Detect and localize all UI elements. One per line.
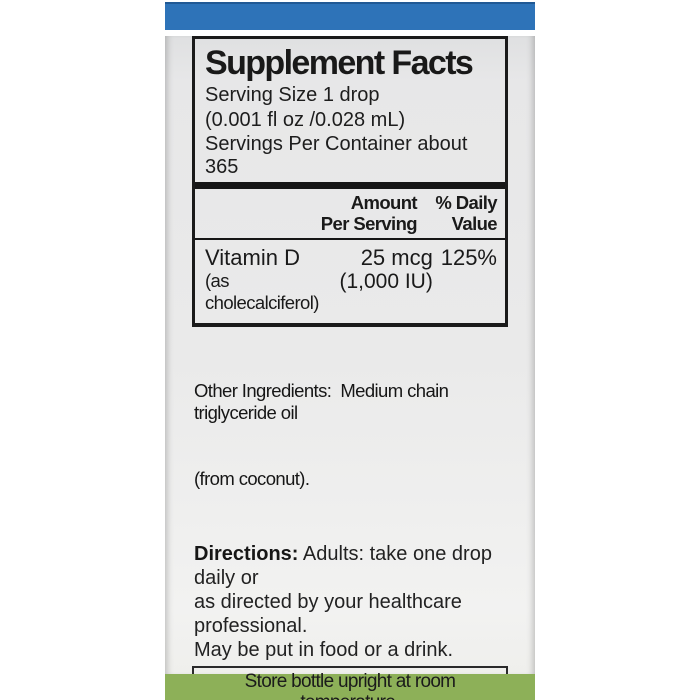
panel-title: Supplement Facts — [205, 44, 474, 82]
thin-divider — [195, 238, 505, 240]
top-blue-band — [165, 2, 535, 30]
supplement-facts-panel: Supplement Facts Serving Size 1 drop (0.… — [192, 36, 508, 327]
directions-line3: May be put in food or a drink. — [194, 639, 454, 661]
nutrient-form: (as cholecalciferol) — [205, 270, 319, 313]
nutrient-row-vitamin-d: Vitamin D (as cholecalciferol) 25 mcg (1… — [195, 240, 505, 323]
nutrient-amount-cell: 25 mcg (1,000 IU) — [319, 245, 433, 314]
column-header-daily-value: % Daily Value — [435, 192, 497, 234]
column-header-amount: Amount Per Serving — [320, 192, 418, 234]
other-ingredients-line1: Other Ingredients: Medium chain triglyce… — [194, 380, 453, 423]
serving-size: Serving Size 1 drop — [205, 84, 380, 106]
bottom-green-band — [165, 674, 535, 700]
label-body: Supplement Facts Serving Size 1 drop (0.… — [165, 36, 535, 700]
storage-line: Store bottle upright at room temperature… — [244, 671, 456, 700]
directions-label: Directions: — [194, 543, 299, 565]
thick-divider — [195, 182, 505, 189]
nutrient-name-cell: Vitamin D (as cholecalciferol) — [205, 245, 319, 314]
servings-per-container: Servings Per Container about 365 — [205, 133, 468, 178]
nutrient-amount-iu: (1,000 IU) — [339, 270, 433, 293]
directions: Directions: Adults: take one drop daily … — [194, 542, 506, 662]
nutrient-daily-value: 125% — [440, 245, 497, 270]
directions-line2: as directed by your healthcare professio… — [194, 591, 462, 637]
serving-volume: (0.001 fl oz /0.028 mL) — [205, 108, 406, 131]
nutrient-name: Vitamin D — [205, 245, 300, 270]
directions-line1: Directions: Adults: take one drop daily … — [194, 543, 492, 589]
other-ingredients: Other Ingredients: Medium chain triglyce… — [194, 336, 506, 534]
other-ingredients-line2: (from coconut). — [194, 468, 310, 489]
facts-header-row: Amount Per Serving % Daily Value — [195, 189, 505, 238]
nutrient-amount: 25 mcg — [360, 245, 433, 270]
supplement-label: Supplement Facts Serving Size 1 drop (0.… — [165, 0, 535, 700]
